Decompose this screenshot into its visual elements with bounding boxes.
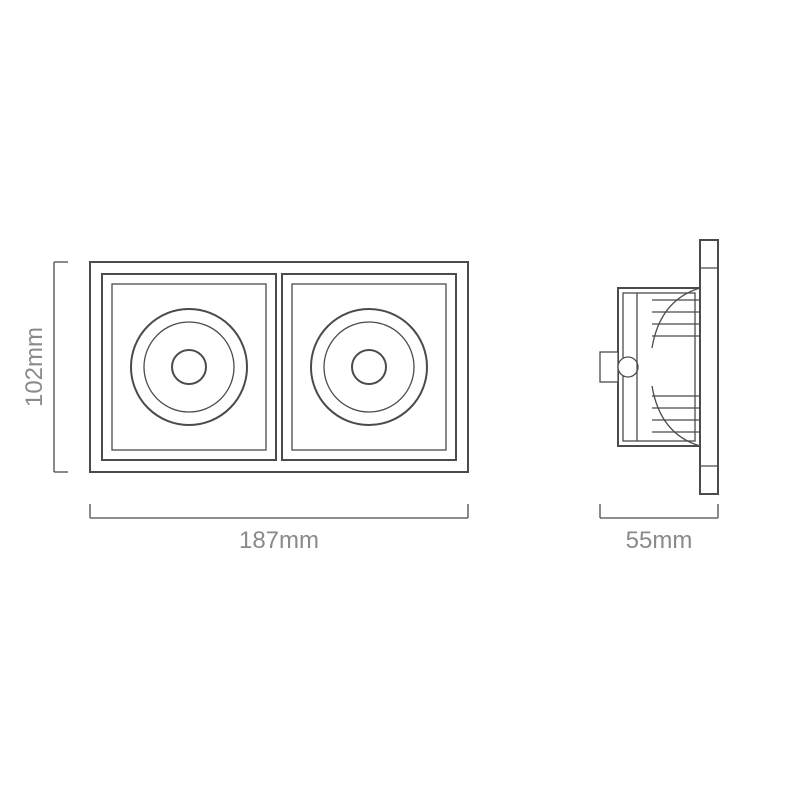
height-label: 102mm xyxy=(21,327,48,407)
lens-ring-outer xyxy=(131,309,247,425)
front-cell-outer xyxy=(102,274,276,460)
width-label: 187mm xyxy=(239,527,319,554)
front-outer-frame xyxy=(90,262,468,472)
lens-ring-inner xyxy=(144,322,234,412)
lens-ring-outer xyxy=(311,309,427,425)
technical-drawing: 102mm 187mm 55mm xyxy=(0,0,800,800)
side-connector xyxy=(600,352,618,382)
lens-hub xyxy=(352,350,386,384)
side-knob xyxy=(618,357,638,377)
side-flange xyxy=(700,240,718,494)
front-cell-outer xyxy=(282,274,456,460)
depth-label: 55mm xyxy=(626,527,693,554)
lens-hub xyxy=(172,350,206,384)
lens-ring-inner xyxy=(324,322,414,412)
